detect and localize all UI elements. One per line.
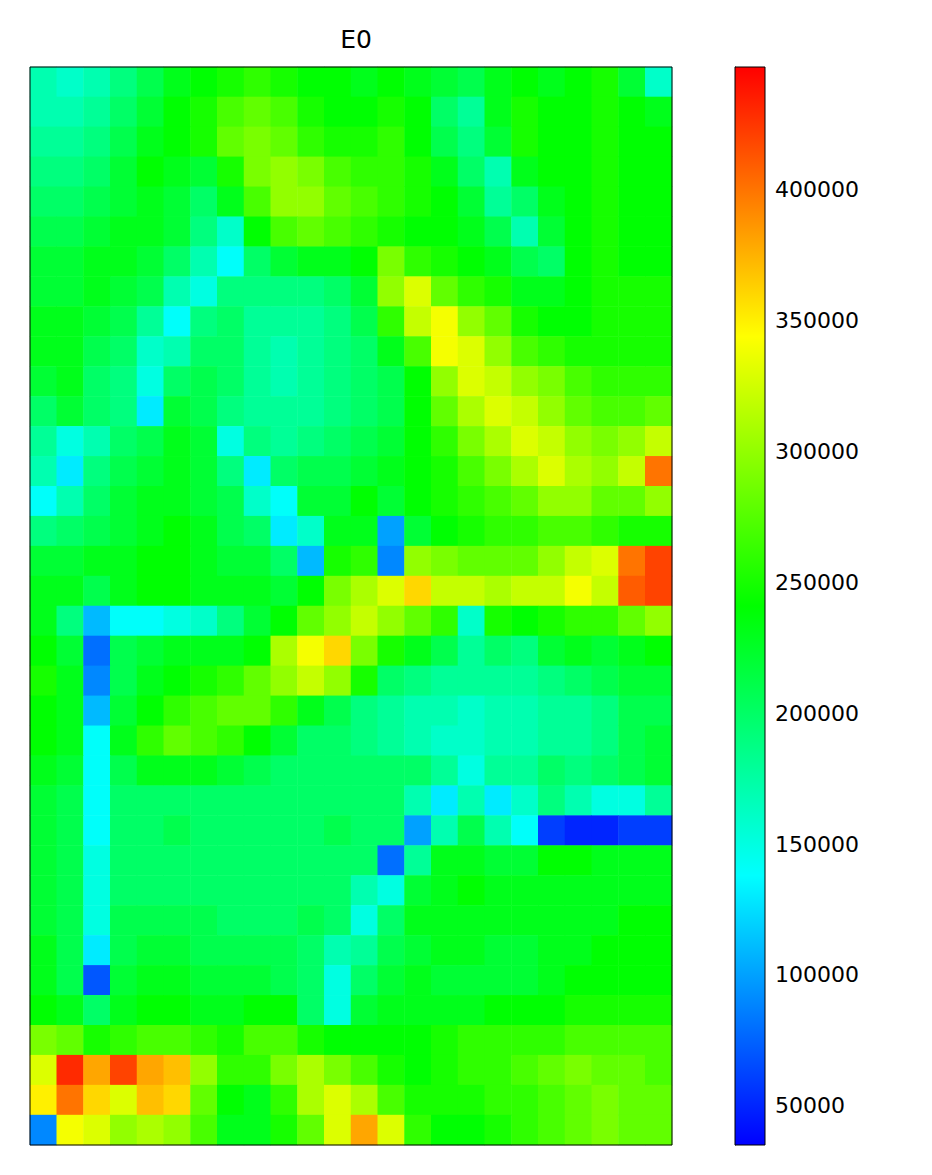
svg-text:300000: 300000 <box>775 439 859 464</box>
svg-text:E0: E0 <box>340 25 372 54</box>
svg-text:350000: 350000 <box>775 308 859 333</box>
svg-text:100000: 100000 <box>775 962 859 987</box>
svg-text:400000: 400000 <box>775 177 859 202</box>
svg-text:150000: 150000 <box>775 832 859 857</box>
svg-text:50000: 50000 <box>775 1093 845 1118</box>
svg-text:250000: 250000 <box>775 570 859 595</box>
svg-text:200000: 200000 <box>775 701 859 726</box>
